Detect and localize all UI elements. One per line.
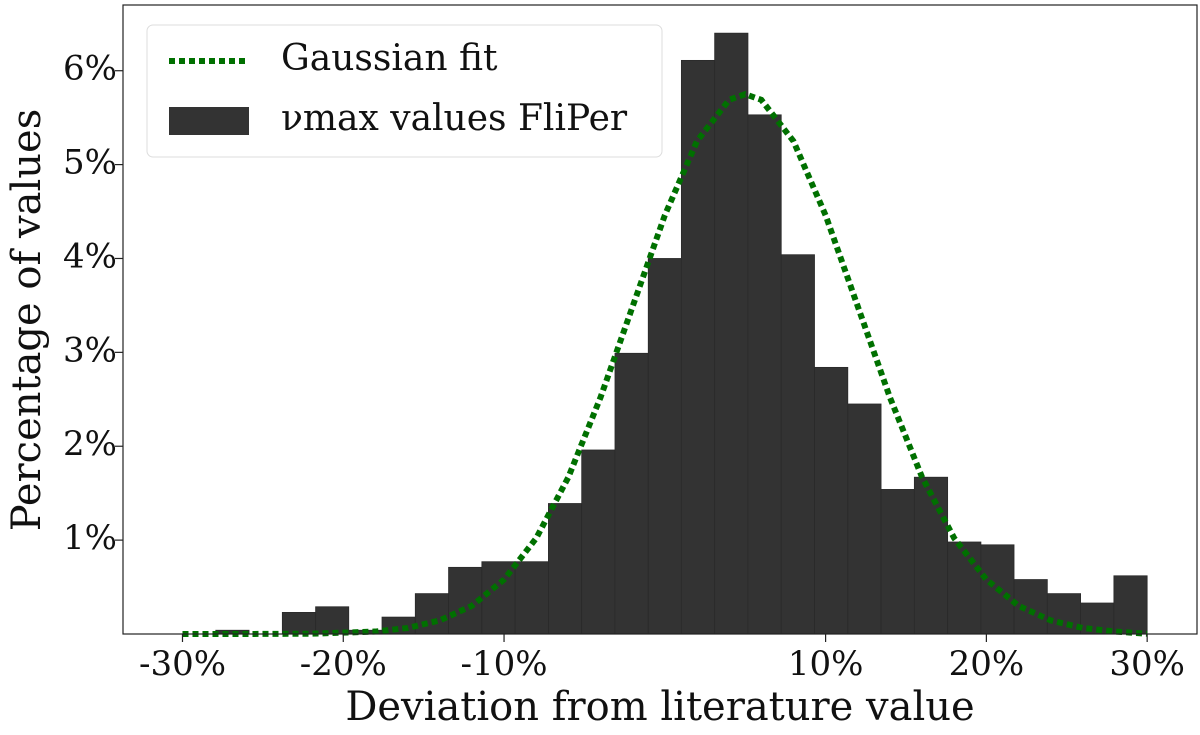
histogram-bar [913, 476, 949, 635]
legend-label: νmax values FliPer [281, 98, 628, 139]
legend-box [146, 24, 663, 158]
histogram-bar [414, 593, 449, 635]
histogram-bar [315, 606, 350, 635]
histogram-bar [581, 449, 616, 635]
y-tick-label: 4% [63, 236, 117, 276]
legend-label: Gaussian fit [281, 38, 498, 79]
x-tick-label: 20% [949, 644, 1025, 684]
histogram-bar [747, 114, 782, 635]
y-tick-label: 6% [63, 49, 117, 89]
histogram-bar [548, 503, 583, 635]
y-axis-label: Percentage of values [4, 109, 50, 531]
x-tick-label: -20% [300, 644, 387, 684]
y-tick-label: 1% [63, 518, 117, 558]
x-tick-label: -10% [461, 644, 548, 684]
histogram-bar [1013, 579, 1048, 635]
x-tick-label: -30% [139, 644, 226, 684]
histogram-bar [614, 352, 649, 635]
histogram-bar [481, 561, 516, 635]
legend-swatch [169, 107, 249, 135]
histogram-bar [1046, 593, 1081, 635]
x-tick-label: 10% [788, 644, 864, 684]
y-tick-label: 2% [63, 424, 117, 464]
histogram-bar [647, 258, 682, 635]
histogram-bar [1113, 575, 1148, 635]
histogram-bar [814, 366, 849, 635]
histogram-bar [680, 59, 716, 635]
plot-frame [122, 4, 1198, 635]
y-tick-label: 3% [63, 330, 117, 370]
histogram-bar [880, 489, 915, 635]
x-axis-label: Deviation from literature value [345, 684, 974, 730]
histogram-bar [281, 612, 317, 635]
histogram-bar [847, 403, 882, 635]
fit-line [182, 91, 1148, 637]
histogram-bar [514, 561, 549, 635]
y-tick-label: 5% [63, 143, 117, 183]
histogram-bar [714, 32, 749, 635]
histogram-bar [780, 254, 815, 635]
x-tick-label: 30% [1109, 644, 1185, 684]
